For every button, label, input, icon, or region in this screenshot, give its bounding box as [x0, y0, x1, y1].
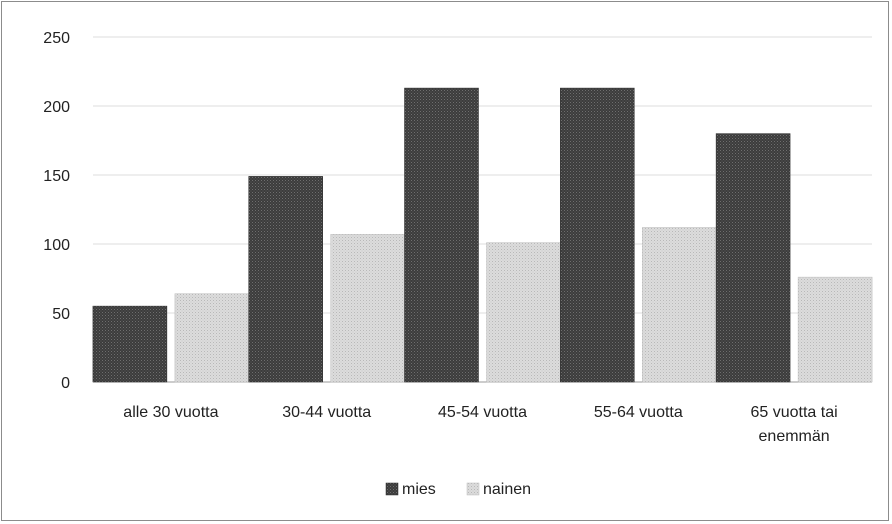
legend-label-nainen: nainen: [483, 481, 531, 498]
bar-nainen-4: [797, 276, 873, 383]
x-category-label: 45-54 vuotta: [438, 404, 527, 421]
bar-mies-3: [560, 87, 635, 383]
x-category-label: enemmän: [759, 428, 830, 445]
bar-nainen-1: [330, 234, 405, 383]
x-category-label: 55-64 vuotta: [594, 404, 683, 421]
y-tick-label: 150: [43, 168, 70, 185]
y-tick-label: 200: [43, 99, 70, 116]
legend-swatch-nainen: [466, 482, 480, 496]
bar-nainen-0: [174, 293, 250, 383]
x-category-label: 65 vuotta tai: [751, 404, 838, 421]
y-tick-label: 250: [43, 30, 70, 47]
bar-mies-0: [92, 305, 168, 383]
bar-mies-2: [404, 87, 479, 383]
y-tick-label: 100: [43, 237, 70, 254]
bar-mies-4: [715, 133, 791, 383]
bar-nainen-3: [642, 227, 717, 383]
legend-label-mies: mies: [402, 481, 436, 498]
x-category-label: alle 30 vuotta: [123, 404, 218, 421]
y-tick-label: 50: [52, 306, 70, 323]
legend-swatch-mies: [385, 482, 399, 496]
bar-nainen-2: [486, 242, 561, 383]
x-category-label: 30-44 vuotta: [282, 404, 371, 421]
y-tick-label: 0: [61, 375, 70, 392]
bar-mies-1: [248, 176, 323, 383]
